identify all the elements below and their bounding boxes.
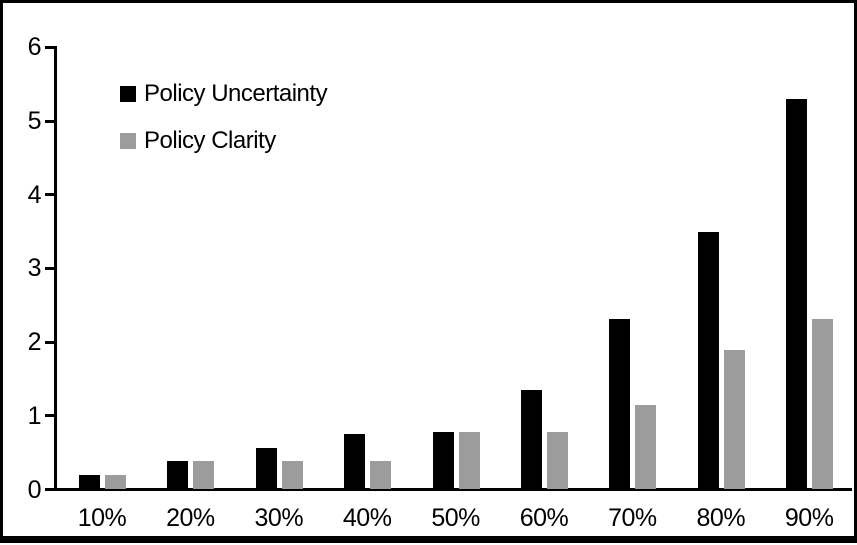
x-category-label: 10% xyxy=(77,504,127,532)
x-category-label: 60% xyxy=(519,504,569,532)
bar-policy-uncertainty-20% xyxy=(167,460,189,490)
bar-policy-uncertainty-60% xyxy=(521,390,542,490)
bar-policy-clarity-50% xyxy=(458,432,480,490)
y-tick-label: 1 xyxy=(27,401,42,430)
legend-swatch-policy-clarity-icon xyxy=(120,133,136,149)
x-category-label: 40% xyxy=(342,504,392,532)
legend-item-policy-uncertainty: Policy Uncertainty xyxy=(120,80,328,107)
legend-swatch-policy-uncertainty-icon xyxy=(120,86,136,102)
bar-policy-uncertainty-30% xyxy=(255,447,277,490)
bar-policy-clarity-80% xyxy=(723,349,745,490)
bar-policy-clarity-40% xyxy=(370,460,392,490)
y-axis-tick xyxy=(45,193,54,197)
chart-legend: Policy Uncertainty Policy Clarity xyxy=(120,80,328,153)
legend-label-policy-clarity: Policy Clarity xyxy=(144,127,276,154)
x-category-label: 70% xyxy=(608,504,657,532)
y-tick-label: 0 xyxy=(27,475,42,504)
bar-policy-uncertainty-70% xyxy=(609,319,631,490)
y-tick-label: 5 xyxy=(27,107,42,136)
x-category-label: 50% xyxy=(431,504,480,532)
y-axis-line xyxy=(54,46,57,490)
y-tick-label: 6 xyxy=(27,33,42,62)
bar-policy-clarity-10% xyxy=(105,474,126,490)
y-axis-tick xyxy=(45,119,54,123)
bar-policy-clarity-30% xyxy=(281,460,303,490)
legend-item-policy-clarity: Policy Clarity xyxy=(120,129,327,153)
legend-label-policy-uncertainty: Policy Uncertainty xyxy=(144,80,328,107)
x-axis-line xyxy=(54,488,852,491)
y-axis-tick xyxy=(45,45,54,49)
y-tick-label: 3 xyxy=(27,254,42,283)
y-tick-label: 4 xyxy=(27,180,42,209)
y-axis-tick xyxy=(45,340,54,344)
bar-policy-uncertainty-40% xyxy=(344,433,366,490)
bar-policy-uncertainty-50% xyxy=(432,432,454,490)
y-axis-tick xyxy=(45,488,54,491)
bar-policy-clarity-20% xyxy=(193,460,215,490)
x-category-label: 90% xyxy=(784,504,834,532)
x-category-label: 30% xyxy=(254,504,304,532)
bar-policy-uncertainty-80% xyxy=(697,231,719,490)
bar-policy-uncertainty-90% xyxy=(786,99,808,490)
bar-policy-clarity-60% xyxy=(547,432,568,490)
bar-policy-uncertainty-10% xyxy=(79,474,100,490)
y-tick-label: 2 xyxy=(27,328,42,357)
bar-policy-clarity-90% xyxy=(812,319,834,490)
x-category-label: 20% xyxy=(166,504,215,532)
x-category-label: 80% xyxy=(696,504,746,532)
y-axis-tick xyxy=(45,414,54,418)
y-axis-tick xyxy=(45,266,54,270)
bar-policy-clarity-70% xyxy=(635,404,657,490)
